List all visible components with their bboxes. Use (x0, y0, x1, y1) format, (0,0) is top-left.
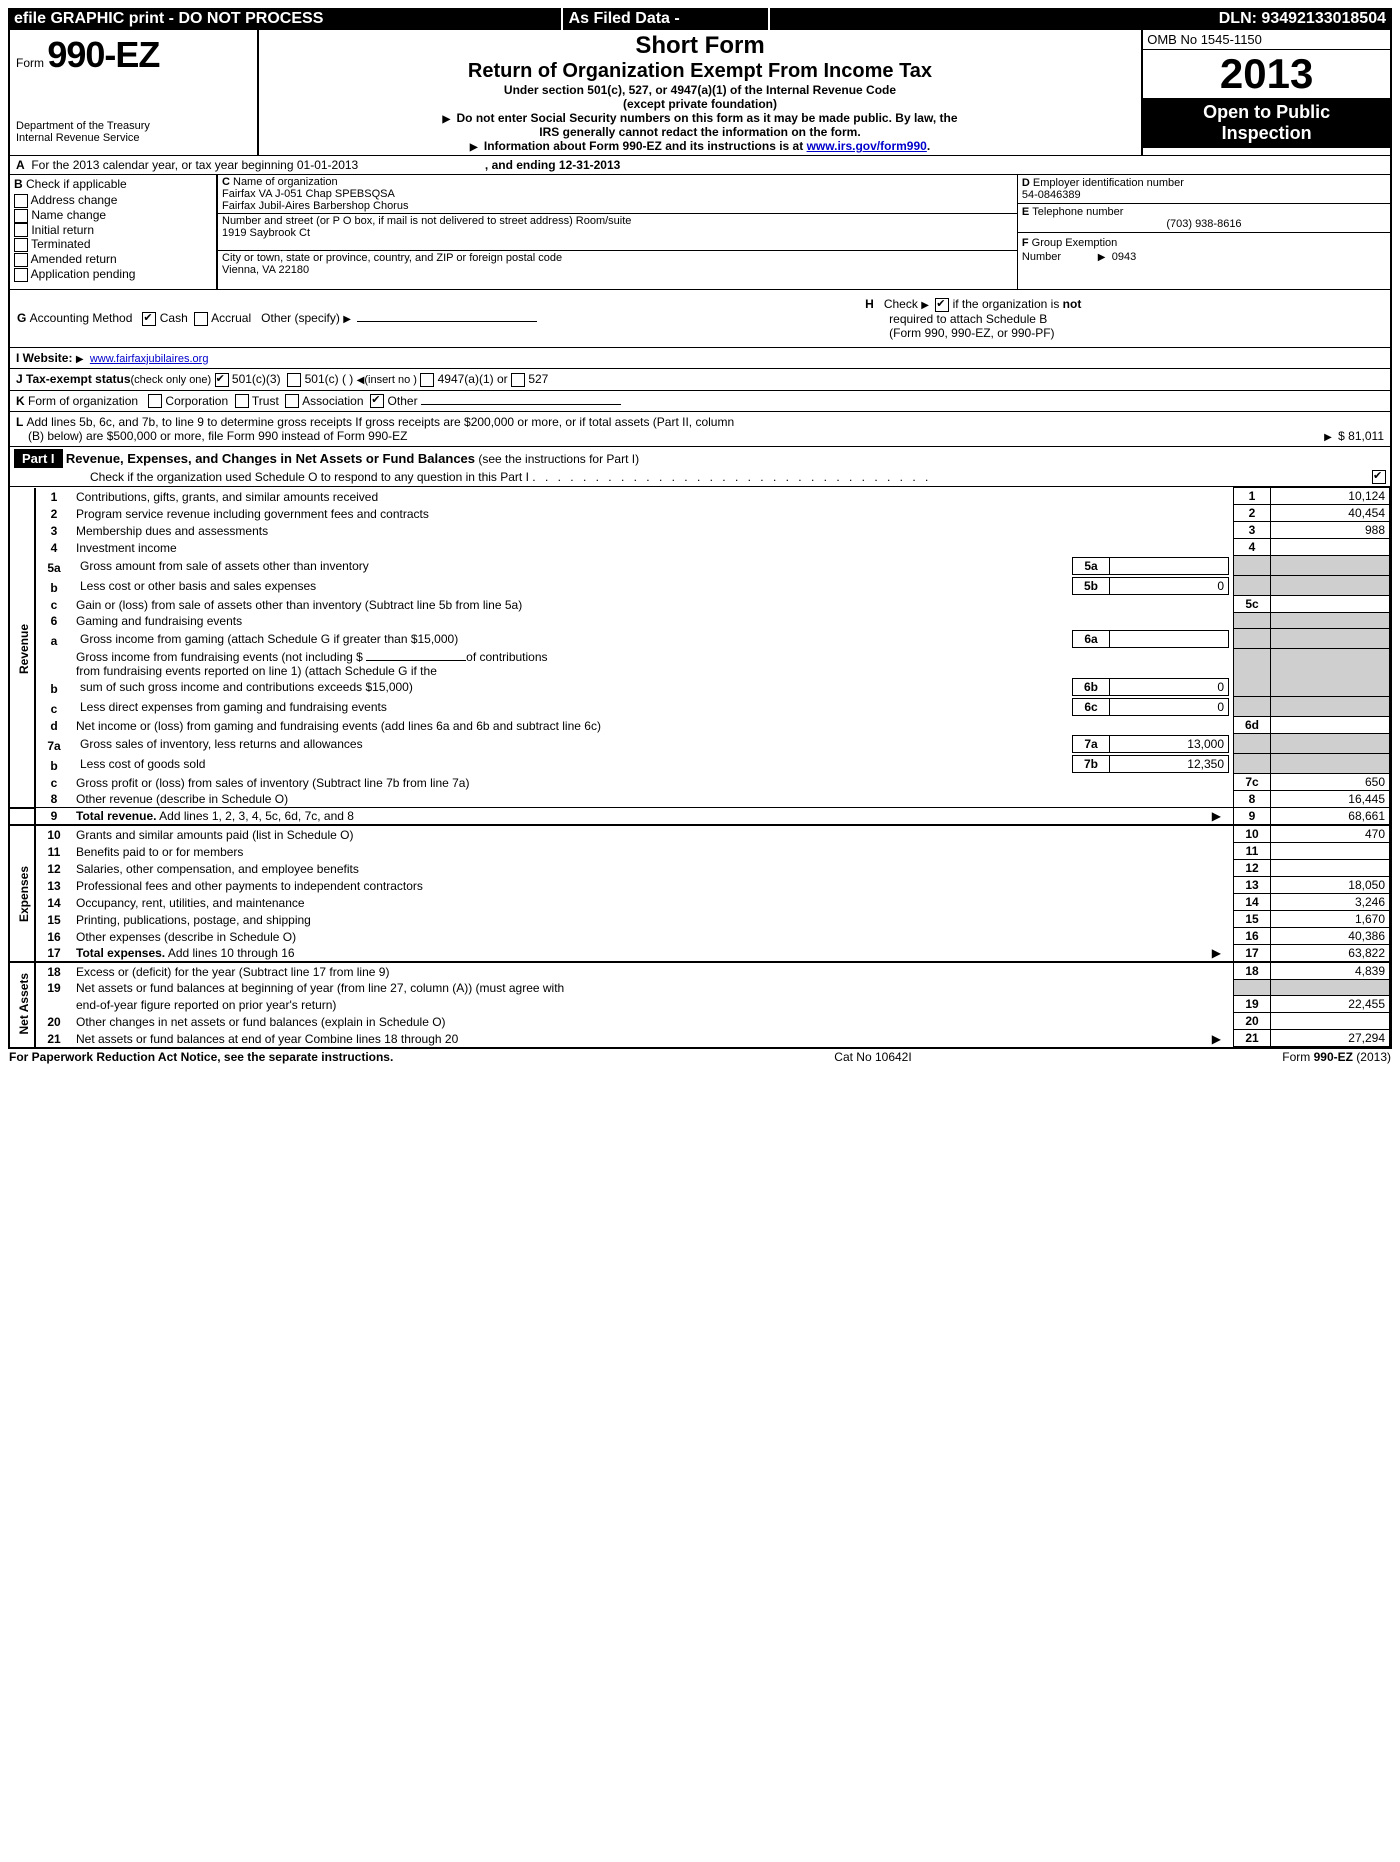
footer: For Paperwork Reduction Act Notice, see … (8, 1049, 1392, 1065)
check-initial-return[interactable] (14, 223, 28, 237)
amt-17: 63,822 (1271, 945, 1390, 963)
revenue-label: Revenue (10, 488, 35, 808)
amt-5b: 0 (1110, 577, 1229, 594)
section-j: J Tax-exempt status(check only one) 501(… (9, 368, 1391, 390)
dln: DLN: 93492133018504 (1115, 8, 1392, 30)
expenses-label: Expenses (10, 825, 35, 962)
check-association[interactable] (285, 394, 299, 408)
gross-receipts: $ 81,011 (1338, 429, 1384, 443)
except-note: (except private foundation) (263, 97, 1137, 111)
part-1-header: Part I Revenue, Expenses, and Changes in… (10, 447, 1390, 470)
subtitle: Under section 501(c), 527, or 4947(a)(1)… (263, 83, 1137, 97)
amt-4 (1271, 539, 1390, 556)
efile-label: efile GRAPHIC print - DO NOT PROCESS (8, 8, 562, 30)
amt-6c: 0 (1110, 698, 1229, 715)
amt-15: 1,670 (1271, 911, 1390, 928)
org-name-2: Fairfax Jubil-Aires Barbershop Chorus (222, 200, 1013, 212)
amt-2: 40,454 (1271, 505, 1390, 522)
check-cash[interactable] (142, 312, 156, 326)
ein-value: 54-0846389 (1022, 189, 1386, 201)
right-header-cell: OMB No 1545-1150 2013 Open to Public Ins… (1142, 30, 1391, 156)
tax-year: 2013 (1143, 50, 1390, 98)
amt-21: 27,294 (1271, 1030, 1390, 1047)
line-a: A For the 2013 calendar year, or tax yea… (9, 156, 1391, 175)
section-g: G Accounting Method Cash Accrual Other (… (16, 296, 864, 341)
form-body: Form 990-EZ Department of the Treasury I… (8, 30, 1392, 1049)
check-amended-return[interactable] (14, 253, 28, 267)
check-schedule-b[interactable] (935, 298, 949, 312)
main-title: Return of Organization Exempt From Incom… (263, 60, 1137, 83)
netassets-label: Net Assets (10, 962, 35, 1047)
dept-irs: Internal Revenue Service (16, 132, 150, 144)
org-city: Vienna, VA 22180 (222, 264, 1013, 276)
paperwork-notice: For Paperwork Reduction Act Notice, see … (8, 1049, 700, 1065)
amt-20 (1271, 1013, 1390, 1030)
amt-14: 3,246 (1271, 894, 1390, 911)
amt-18: 4,839 (1271, 962, 1390, 980)
form-id-cell: Form 990-EZ Department of the Treasury I… (9, 30, 258, 156)
amt-1: 10,124 (1271, 488, 1390, 505)
check-trust[interactable] (235, 394, 249, 408)
check-4947[interactable] (420, 373, 434, 387)
check-501c3[interactable] (215, 373, 229, 387)
top-bar: efile GRAPHIC print - DO NOT PROCESS As … (8, 8, 1392, 30)
asfiled-label: As Filed Data - (562, 8, 770, 30)
amt-6d (1271, 717, 1390, 734)
amt-7a: 13,000 (1110, 735, 1229, 752)
open-public-badge: Open to Public Inspection (1143, 98, 1390, 148)
amt-11 (1271, 843, 1390, 860)
section-c: C Name of organization Fairfax VA J-051 … (217, 175, 1017, 289)
form-ref: Form 990-EZ (2013) (1046, 1049, 1392, 1065)
section-k: K Form of organization Corporation Trust… (9, 390, 1391, 412)
check-terminated[interactable] (14, 238, 28, 252)
amt-6b: 0 (1110, 678, 1229, 695)
omb-number: OMB No 1545-1150 (1143, 30, 1390, 50)
warning-1: Do not enter Social Security numbers on … (263, 111, 1137, 125)
website-link[interactable]: www.fairfaxjubilaires.org (90, 353, 209, 365)
amt-16: 40,386 (1271, 928, 1390, 945)
check-application-pending[interactable] (14, 268, 28, 282)
amt-12 (1271, 860, 1390, 877)
part-1-table: Revenue 1 Contributions, gifts, grants, … (10, 487, 1390, 1047)
amt-7b: 12,350 (1110, 755, 1229, 772)
amt-13: 18,050 (1271, 877, 1390, 894)
irs-link[interactable]: www.irs.gov/form990 (807, 139, 927, 153)
phone-value: (703) 938-8616 (1022, 218, 1386, 230)
form-number: 990-EZ (47, 34, 159, 75)
check-527[interactable] (511, 373, 525, 387)
info-line: Information about Form 990-EZ and its in… (263, 139, 1137, 153)
section-l: L Add lines 5b, 6c, and 7b, to line 9 to… (9, 412, 1391, 447)
dept-treasury: Department of the Treasury (16, 120, 150, 132)
warning-2: IRS generally cannot redact the informat… (263, 125, 1137, 139)
amt-9: 68,661 (1271, 808, 1390, 826)
check-other-org[interactable] (370, 394, 384, 408)
check-schedule-o-part1[interactable] (1372, 470, 1386, 484)
section-h: H Check if the organization is not requi… (864, 296, 1384, 341)
org-name-1: Fairfax VA J-051 Chap SPEBSQSA (222, 188, 1013, 200)
short-form-title: Short Form (263, 32, 1137, 60)
org-street: 1919 Saybrook Ct (222, 227, 1013, 239)
section-def: D Employer identification number 54-0846… (1017, 175, 1390, 289)
section-b: B Check if applicable Address change Nam… (10, 175, 217, 289)
title-cell: Short Form Return of Organization Exempt… (258, 30, 1142, 156)
amt-5c (1271, 596, 1390, 613)
section-i: I Website: www.fairfaxjubilaires.org (9, 347, 1391, 368)
group-exemption: 0943 (1112, 251, 1136, 263)
amt-19: 22,455 (1271, 996, 1390, 1013)
amt-10: 470 (1271, 825, 1390, 843)
check-name-change[interactable] (14, 209, 28, 223)
amt-8: 16,445 (1271, 791, 1390, 808)
cat-no: Cat No 10642I (700, 1049, 1046, 1065)
check-501c[interactable] (287, 373, 301, 387)
check-corporation[interactable] (148, 394, 162, 408)
amt-7c: 650 (1271, 774, 1390, 791)
check-accrual[interactable] (194, 312, 208, 326)
check-address-change[interactable] (14, 194, 28, 208)
amt-3: 988 (1271, 522, 1390, 539)
